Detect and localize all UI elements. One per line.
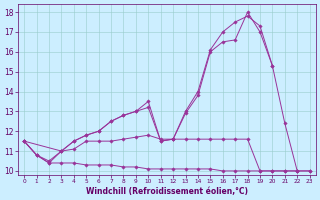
X-axis label: Windchill (Refroidissement éolien,°C): Windchill (Refroidissement éolien,°C) <box>86 187 248 196</box>
